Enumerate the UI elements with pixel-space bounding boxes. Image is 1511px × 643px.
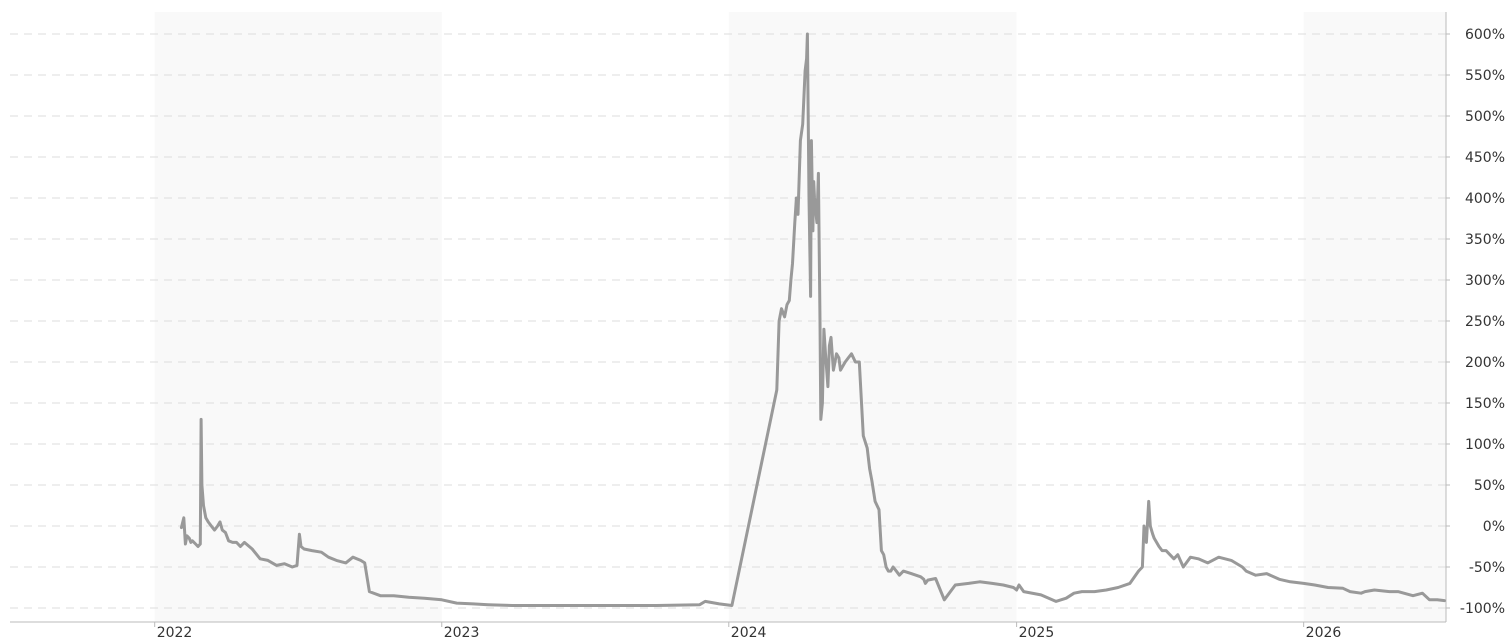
- y-tick-label: 300%: [1465, 273, 1505, 289]
- y-tick-label: 350%: [1465, 232, 1505, 248]
- year-band-2024: [728, 12, 1017, 622]
- y-tick-label: 200%: [1465, 355, 1505, 371]
- y-tick-label: 100%: [1465, 437, 1505, 453]
- x-tick-labels: 2022 2023 2024 2025 2026: [154, 622, 1342, 641]
- year-band-2026: [1303, 12, 1446, 622]
- x-tick-label: 2025: [1019, 625, 1055, 639]
- year-band-2022: [154, 12, 442, 622]
- y-tick-labels: 600% 550% 500% 450% 400% 350% 300% 250% 200% 150%…: [1446, 27, 1505, 617]
- y-tick-label: -50%: [1469, 560, 1505, 576]
- y-tick-label: 600%: [1465, 27, 1505, 43]
- axes: [10, 12, 1447, 623]
- grid-lines: [10, 33, 1446, 609]
- year-bands: [154, 12, 1446, 622]
- x-tick-label: 2026: [1306, 625, 1342, 639]
- y-tick-label: 150%: [1465, 396, 1505, 412]
- series-layer: [179, 32, 1446, 607]
- series-line-0: [179, 32, 1446, 607]
- x-tick-label: 2023: [444, 625, 480, 639]
- x-tick-label: 2022: [157, 625, 193, 639]
- y-tick-label: -100%: [1460, 601, 1505, 617]
- y-tick-label: 450%: [1465, 150, 1505, 166]
- y-tick-label: 500%: [1465, 109, 1505, 125]
- y-tick-label: 50%: [1474, 478, 1505, 494]
- y-tick-label: 400%: [1465, 191, 1505, 207]
- y-tick-label: 0%: [1483, 519, 1505, 535]
- x-tick-label: 2024: [731, 625, 767, 639]
- y-tick-label: 550%: [1465, 68, 1505, 84]
- y-tick-label: 250%: [1465, 314, 1505, 330]
